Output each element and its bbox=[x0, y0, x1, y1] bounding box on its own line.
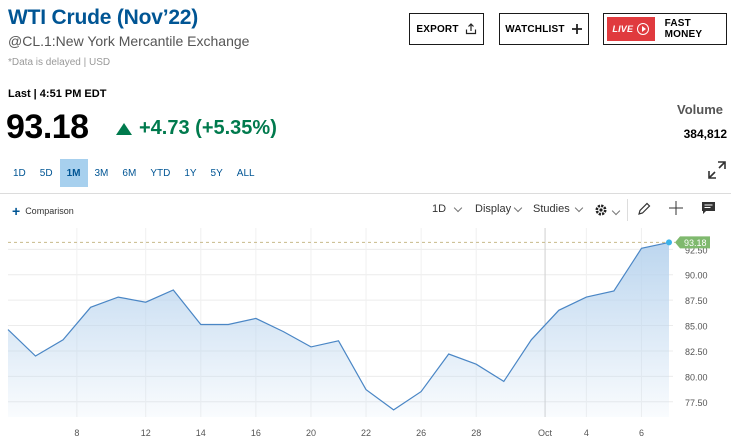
x-tick-label: 14 bbox=[196, 428, 206, 438]
comparison-label: Comparison bbox=[25, 206, 74, 216]
x-tick-label: 12 bbox=[141, 428, 151, 438]
toolbar-divider bbox=[0, 193, 731, 194]
y-tick-label: 80.00 bbox=[685, 372, 708, 382]
play-icon bbox=[637, 23, 650, 35]
fast-money-live-button[interactable]: LIVE FAST MONEY bbox=[603, 13, 727, 45]
live-badge: LIVE bbox=[607, 17, 655, 41]
exchange-subtitle: @CL.1:New York Mercantile Exchange bbox=[8, 33, 250, 49]
gear-icon bbox=[594, 203, 608, 220]
interval-label: 1D bbox=[432, 203, 447, 215]
price-area-fill bbox=[8, 242, 669, 417]
x-tick-label: 6 bbox=[639, 428, 644, 438]
range-tab-3m[interactable]: 3M bbox=[94, 167, 109, 179]
x-tick-label: Oct bbox=[538, 428, 553, 438]
x-tick-label: 20 bbox=[306, 428, 316, 438]
crosshair-icon[interactable] bbox=[668, 200, 684, 216]
display-dropdown[interactable]: Display bbox=[475, 203, 523, 215]
range-tab-1m[interactable]: 1M bbox=[59, 159, 88, 187]
chevron-down-icon bbox=[513, 203, 523, 213]
delay-note: *Data is delayed | USD bbox=[8, 57, 111, 68]
toolbar-separator bbox=[627, 199, 628, 221]
share-icon bbox=[465, 23, 477, 35]
watchlist-label: WATCHLIST bbox=[505, 23, 565, 35]
y-tick-label: 77.50 bbox=[685, 398, 708, 408]
y-tick-label: 92.50 bbox=[685, 245, 708, 255]
volume-value: 384,812 bbox=[683, 127, 727, 141]
range-tab-1d[interactable]: 1D bbox=[13, 167, 26, 179]
comparison-button[interactable]: + Comparison bbox=[12, 203, 74, 219]
last-price-badge bbox=[675, 236, 710, 249]
live-badge-label: LIVE bbox=[612, 24, 634, 34]
export-label: EXPORT bbox=[416, 23, 459, 35]
up-arrow-icon bbox=[116, 122, 132, 135]
range-tab-1y[interactable]: 1Y bbox=[184, 167, 197, 179]
x-tick-label: 22 bbox=[361, 428, 371, 438]
x-tick-label: 28 bbox=[471, 428, 481, 438]
studies-dropdown[interactable]: Studies bbox=[533, 203, 583, 215]
x-tick-label: 4 bbox=[584, 428, 589, 438]
last-price: 93.18 bbox=[6, 108, 89, 146]
y-tick-label: 87.50 bbox=[685, 296, 708, 306]
comment-icon[interactable] bbox=[701, 201, 716, 215]
last-trade-time: Last | 4:51 PM EDT bbox=[8, 88, 107, 100]
x-tick-label: 16 bbox=[251, 428, 261, 438]
plus-icon bbox=[571, 23, 583, 35]
y-tick-label: 82.50 bbox=[685, 347, 708, 357]
time-range-selector: 1D 5D 1M 3M 6M YTD 1Y 5Y ALL bbox=[6, 159, 262, 187]
settings-dropdown[interactable] bbox=[594, 203, 621, 220]
interval-dropdown[interactable]: 1D bbox=[432, 203, 463, 215]
x-tick-label: 8 bbox=[74, 428, 79, 438]
pencil-icon[interactable] bbox=[637, 202, 651, 216]
chevron-down-icon bbox=[574, 203, 583, 213]
range-tab-5d[interactable]: 5D bbox=[39, 167, 53, 179]
price-change: +4.73 (+5.35%) bbox=[116, 117, 277, 140]
export-button[interactable]: EXPORT bbox=[409, 13, 484, 45]
y-tick-label: 85.00 bbox=[685, 322, 708, 332]
chevron-down-icon bbox=[611, 206, 621, 215]
chevron-down-icon bbox=[453, 203, 463, 213]
last-price-badge-label: 93.18 bbox=[684, 238, 707, 248]
fast-money-label: FAST MONEY bbox=[664, 18, 703, 40]
range-tab-5y[interactable]: 5Y bbox=[210, 167, 223, 179]
plus-icon: + bbox=[12, 203, 21, 219]
last-price-marker bbox=[666, 239, 672, 246]
price-line bbox=[7, 241, 670, 411]
range-tab-ytd[interactable]: YTD bbox=[150, 167, 171, 179]
expand-icon[interactable] bbox=[707, 160, 727, 180]
instrument-title: WTI Crude (Nov’22) bbox=[8, 6, 199, 29]
studies-label: Studies bbox=[533, 203, 570, 215]
price-change-value: +4.73 (+5.35%) bbox=[139, 117, 277, 139]
display-label: Display bbox=[475, 203, 512, 215]
x-tick-label: 26 bbox=[416, 428, 426, 438]
range-tab-all[interactable]: ALL bbox=[236, 167, 255, 179]
watchlist-button[interactable]: WATCHLIST bbox=[499, 13, 589, 45]
price-chart[interactable]: 77.50 80.00 82.50 85.00 87.50 90.00 92.50 8 12 14… bbox=[0, 224, 731, 446]
volume-label: Volume bbox=[677, 102, 723, 117]
range-tab-6m[interactable]: 6M bbox=[122, 167, 137, 179]
y-tick-label: 90.00 bbox=[685, 271, 708, 281]
